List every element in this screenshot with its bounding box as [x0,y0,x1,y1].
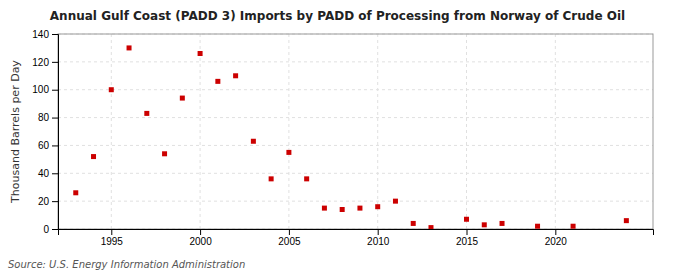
point [535,224,540,229]
y-tick-mark [52,173,58,174]
grid-line [58,89,653,90]
x-tick-mark [289,229,290,235]
y-tick-label: 140 [32,29,49,40]
y-tick: 140 [32,29,58,40]
point [144,111,149,116]
y-tick-label: 120 [32,57,49,68]
point [340,207,345,212]
x-tick-mark [555,229,556,235]
y-axis-line [52,35,59,230]
grid-line [58,145,653,146]
y-axis-title: Thousand Barrels per Day [9,60,22,204]
x-tick: 2000 [189,229,212,247]
y-tick-label: 40 [38,168,50,179]
y-tick-label: 100 [32,84,49,95]
y-tick-mark [52,34,58,35]
x-tick: 2020 [545,229,568,247]
grid-line [200,34,201,229]
y-tick: 100 [32,84,58,95]
y-tick-mark [52,118,58,119]
x-axis-line [59,230,654,236]
title: Annual Gulf Coast (PADD 3) Imports by PA… [50,9,625,23]
point [393,199,398,204]
point [286,150,291,155]
grid-line [288,34,289,229]
y-tick: 20 [38,196,58,207]
point [251,139,256,144]
point [304,176,309,181]
point [109,87,114,92]
y-tick-label: 20 [38,196,50,207]
x-tick-mark [467,229,468,235]
x-tick: 1995 [101,229,124,247]
point [428,225,433,229]
x-tick: 2005 [278,229,301,247]
plot: 1995 2000 2005 2010 2015 2020 0 20 40 60 80 100 120 1… [32,29,653,247]
x-tick: 2015 [456,229,479,247]
y-tick: 120 [32,57,58,68]
grid-line [58,61,653,62]
chart: 1995 2000 2005 2010 2015 2020 0 20 40 60 80 100 120 1… [0,0,675,275]
plot-frame [58,34,653,229]
y-tick: 80 [38,112,58,123]
point [500,221,505,226]
point [180,96,185,101]
y-axis: 0 20 40 60 80 100 120 140 [32,29,58,235]
points [73,45,629,229]
x-tick-mark [111,229,112,235]
source: Source: U.S. Energy Information Administ… [8,259,245,270]
grid-line [58,201,653,202]
grid-line [58,117,653,118]
point [162,151,167,156]
grid-line [111,34,112,229]
x-tick-label: 2000 [189,236,212,247]
point [375,204,380,209]
y-tick-mark [52,62,58,63]
grid-line [555,34,556,229]
point [91,154,96,159]
x-tick-label: 1995 [101,236,124,247]
grid-line [58,173,653,174]
x-tick-mark [378,229,379,235]
y-tick-mark [52,201,58,202]
y-tick-label: 80 [38,112,50,123]
point [624,218,629,223]
point [73,190,78,195]
point [482,222,487,227]
y-tick: 0 [43,224,58,235]
grid-line [377,34,378,229]
point [464,217,469,222]
point [411,221,416,226]
x-tick: 2010 [367,229,390,247]
x-tick-label: 2010 [367,236,390,247]
point [269,176,274,181]
y-tick-mark [52,145,58,146]
point [571,224,576,229]
point [322,206,327,211]
y-tick: 60 [38,140,58,151]
point [127,45,132,50]
x-tick-label: 2015 [456,236,479,247]
y-tick-mark [52,229,58,230]
y-tick: 40 [38,168,58,179]
y-tick-mark [52,90,58,91]
y-tick-label: 0 [43,224,49,235]
grid [58,34,653,229]
point [215,79,220,84]
point [233,73,238,78]
point [357,206,362,211]
point [198,51,203,56]
x-tick-label: 2020 [545,236,568,247]
x-tick-label: 2005 [278,236,301,247]
y-tick-label: 60 [38,140,50,151]
x-tick-mark [200,229,201,235]
grid-line [466,34,467,229]
x-axis: 1995 2000 2005 2010 2015 2020 [59,229,654,247]
